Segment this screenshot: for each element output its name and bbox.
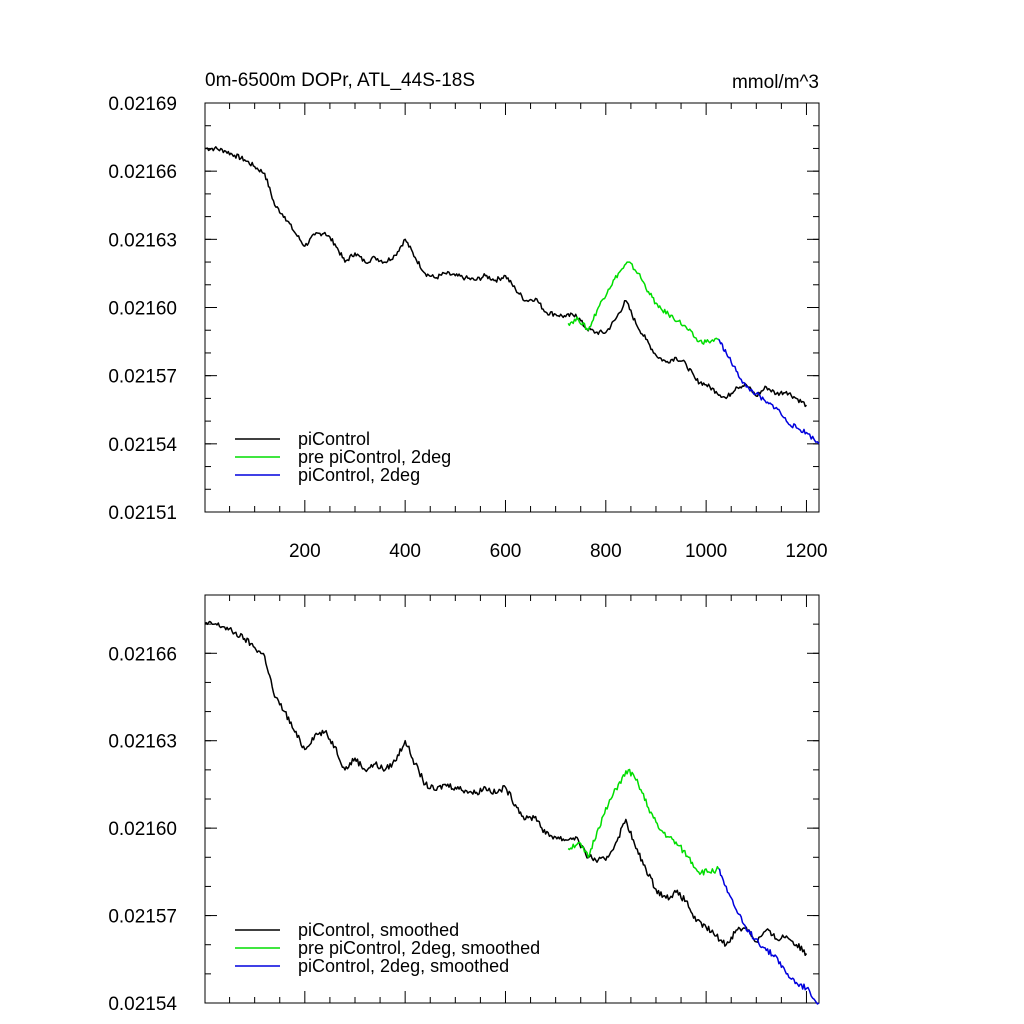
chart-title: 0m-6500m DOPr, ATL_44S-18S bbox=[205, 70, 475, 91]
y-tick-label: 0.02160 bbox=[108, 819, 177, 840]
x-tick-label: 1000 bbox=[685, 541, 727, 562]
y-tick-label: 0.02163 bbox=[108, 732, 177, 753]
y-tick-label: 0.02169 bbox=[108, 94, 177, 115]
x-tick-label: 1200 bbox=[785, 541, 827, 562]
series-line-picontrol bbox=[204, 146, 808, 408]
series-line-pre-picontrol-2deg bbox=[567, 261, 719, 345]
legend-label: piControl bbox=[298, 429, 370, 449]
series-line-pre-picontrol-2deg-smoothed bbox=[567, 768, 720, 876]
y-tick-label: 0.02166 bbox=[108, 162, 177, 183]
top-panel: 0.02151 0.02154 0.02157 0.02160 0.02163 0.021… bbox=[108, 70, 827, 562]
y-tick-label: 0.02157 bbox=[108, 907, 177, 928]
legend-label: piControl, smoothed bbox=[298, 920, 459, 940]
bottom-panel: 0.02154 0.02157 0.02160 0.02163 0.02166 piCon… bbox=[108, 594, 820, 1015]
legend-label: piControl, 2deg, smoothed bbox=[298, 956, 509, 976]
series-line-picontrol-2deg bbox=[718, 338, 820, 445]
y-tick-label: 0.02157 bbox=[108, 367, 177, 388]
y-tick-label: 0.02154 bbox=[108, 435, 177, 456]
y-tick-label: 0.02163 bbox=[108, 230, 177, 251]
y-tick-label: 0.02166 bbox=[108, 644, 177, 665]
x-tick-label: 400 bbox=[389, 541, 421, 562]
y-tick-label: 0.02154 bbox=[108, 994, 177, 1015]
units-label: mmol/m^3 bbox=[732, 72, 819, 93]
x-tick-label: 800 bbox=[590, 541, 622, 562]
legend-label: pre piControl, 2deg, smoothed bbox=[298, 938, 540, 958]
y-tick-label: 0.02160 bbox=[108, 299, 177, 320]
x-tick-label: 200 bbox=[289, 541, 321, 562]
y-tick-label: 0.02151 bbox=[108, 503, 177, 524]
legend-label: piControl, 2deg bbox=[298, 465, 420, 485]
x-tick-label: 600 bbox=[490, 541, 522, 562]
legend-label: pre piControl, 2deg bbox=[298, 447, 451, 467]
series-line-picontrol-smoothed bbox=[204, 620, 808, 957]
series-line-picontrol-2deg-smoothed bbox=[718, 868, 820, 1005]
